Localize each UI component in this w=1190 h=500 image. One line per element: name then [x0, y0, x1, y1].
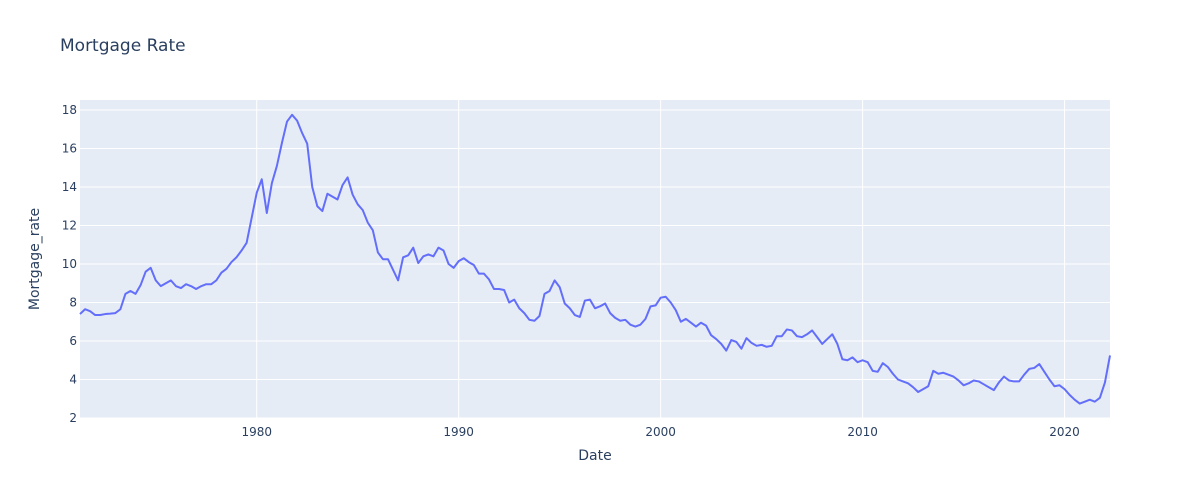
y-tick-label: 16 [62, 142, 77, 156]
y-tick-label: 10 [62, 257, 77, 271]
x-axis-title: Date [578, 448, 611, 464]
y-tick-label: 12 [62, 219, 77, 233]
plot-area [80, 100, 1110, 418]
x-tick-label: 1990 [443, 425, 474, 439]
x-tick-label: 2000 [645, 425, 676, 439]
x-tick-label: 1980 [241, 425, 272, 439]
y-axis-title: Mortgage_rate [27, 208, 43, 310]
grid [80, 100, 1110, 419]
y-tick-label: 4 [69, 373, 77, 387]
y-tick-label: 2 [69, 411, 77, 425]
x-tick-label: 2020 [1049, 425, 1080, 439]
marks [79, 113, 1111, 405]
y-tick-label: 18 [62, 103, 77, 117]
y-tick-label: 6 [69, 334, 77, 348]
x-tick-label: 2010 [847, 425, 878, 439]
y-tick-label: 14 [62, 180, 77, 194]
y-tick-label: 8 [69, 296, 77, 310]
line [79, 113, 1111, 405]
chart-title: Mortgage Rate [60, 36, 186, 56]
